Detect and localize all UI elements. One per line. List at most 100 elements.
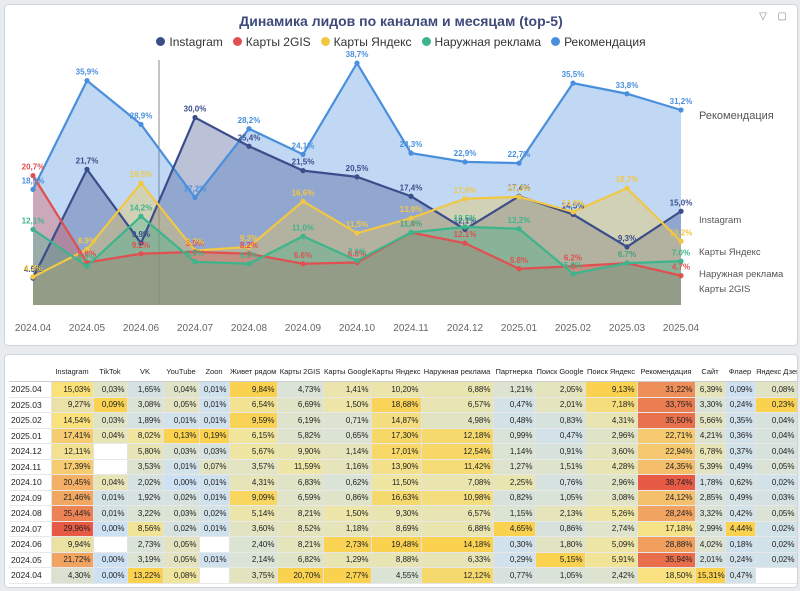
table-row[interactable]: 2025.03 9,27% 0,09% 3,08% 0,05% 0,01% 6,54% 6,6… xyxy=(9,397,797,413)
x-tick-label: 2024.06 xyxy=(123,323,160,334)
data-point xyxy=(138,213,144,219)
data-point xyxy=(300,233,306,239)
table-row[interactable]: 2025.02 14,54% 0,03% 1,89% 0,01% 0,01% 9,59% 6,… xyxy=(9,412,797,429)
legend-item[interactable]: Карты 2GIS xyxy=(232,35,311,49)
table-cell: 14,87% xyxy=(371,412,422,429)
table-row[interactable]: 2024.10 20,45% 0,04% 2,02% 0,00% 0,01% 4,31% 6,… xyxy=(9,474,797,491)
column-header[interactable]: Карты 2GIS xyxy=(277,361,323,382)
table-cell: 0,03% xyxy=(755,490,797,506)
legend-label: Рекомендация xyxy=(564,35,646,49)
table-cell: 11,50% xyxy=(371,474,422,491)
table-cell: 5,67% xyxy=(229,443,278,460)
table-cell: 0,02% xyxy=(755,536,797,553)
table-cell: 5,15% xyxy=(535,552,586,568)
data-label: 6.8% xyxy=(78,250,96,259)
table-cell: 0,19% xyxy=(199,428,230,444)
column-header[interactable]: Флаер xyxy=(725,361,755,382)
table-cell: 0,62% xyxy=(323,474,372,491)
table-row[interactable]: 2025.01 17,41% 0,04% 8,02% 0,13% 0,19% 6,15% 5,… xyxy=(9,428,797,444)
table-cell: 5,14% xyxy=(229,505,278,522)
data-label: 4.5% xyxy=(24,265,42,274)
table-row[interactable]: 2024.07 29,96% 0,00% 8,56% 0,02% 0,01% 3,60% 8,… xyxy=(9,521,797,537)
data-point xyxy=(354,258,360,264)
table-row[interactable]: 2024.08 25,44% 0,01% 3,22% 0,03% 0,02% 5,14% 8,… xyxy=(9,505,797,522)
table-cell: 2,96% xyxy=(585,428,638,444)
table-cell: 0,48% xyxy=(493,412,536,429)
table-row[interactable]: 2024.06 9,94% 2,73% 0,05% 2,40% 8,21% 2,73% 19,… xyxy=(9,536,797,553)
column-header[interactable]: Живет рядом xyxy=(229,361,277,382)
data-point xyxy=(354,230,360,236)
column-header[interactable]: Рекомендация xyxy=(637,361,695,382)
table-cell: 29,96% xyxy=(51,521,94,537)
table-row[interactable]: 2025.04 15,03% 0,03% 1,65% 0,04% 0,01% 9,84% 4,… xyxy=(9,381,797,398)
column-header[interactable]: Instagram xyxy=(51,361,93,382)
table-cell xyxy=(93,536,128,553)
legend-item[interactable]: Наружная реклама xyxy=(421,35,542,49)
table-cell: 5,26% xyxy=(585,505,638,522)
row-date-cell: 2024.04 xyxy=(9,567,52,584)
table-row[interactable]: 2024.04 4,30% 0,00% 13,22% 0,08% 3,75% 20,70% 2… xyxy=(9,567,797,584)
table-cell: 2,14% xyxy=(229,552,278,568)
data-point xyxy=(30,274,36,280)
table-cell: 0,00% xyxy=(93,521,128,537)
data-label: 9,3% xyxy=(618,234,636,243)
table-cell: 3,60% xyxy=(585,443,638,460)
table-cell: 0,13% xyxy=(163,428,200,444)
column-header[interactable]: Поиск Google xyxy=(535,361,585,382)
data-label: 9.9% xyxy=(132,230,150,239)
legend-label: Наружная реклама xyxy=(434,35,542,49)
data-point xyxy=(624,185,630,191)
row-date-cell: 2025.04 xyxy=(9,381,52,398)
data-point xyxy=(300,261,306,267)
column-header[interactable]: Карты Google xyxy=(323,361,371,382)
table-row[interactable]: 2024.05 21,72% 0,00% 3,19% 0,05% 0,01% 2,14% 6,… xyxy=(9,552,797,568)
filter-icon[interactable]: ▽ xyxy=(759,11,767,22)
table-cell: 15,03% xyxy=(51,381,94,398)
column-header[interactable]: YouTube xyxy=(163,361,199,382)
legend-item[interactable]: Instagram xyxy=(156,35,223,49)
table-cell: 0,49% xyxy=(725,459,756,475)
table-cell: 14,18% xyxy=(421,536,494,553)
column-header[interactable]: Zoon xyxy=(199,361,229,382)
table-cell: 17,39% xyxy=(51,459,94,475)
table-cell: 8,21% xyxy=(277,536,324,553)
column-header[interactable]: Яндекс Дзен xyxy=(755,361,797,382)
table-cell: 0,65% xyxy=(323,428,372,444)
table-cell: 5,82% xyxy=(277,428,324,444)
table-cell: 4,30% xyxy=(51,567,94,584)
column-header[interactable] xyxy=(9,361,51,382)
table-cell xyxy=(93,459,128,475)
data-point xyxy=(354,174,360,180)
column-header[interactable]: Партнерка xyxy=(493,361,535,382)
table-row[interactable]: 2024.11 17,39% 3,53% 0,01% 0,07% 3,57% 11,59% 1… xyxy=(9,459,797,475)
legend-marker xyxy=(421,37,431,47)
table-cell: 0,35% xyxy=(725,412,756,429)
table-cell: 12,18% xyxy=(421,428,494,444)
table-row[interactable]: 2024.09 21,46% 0,01% 1,92% 0,02% 0,01% 9,09% 6,… xyxy=(9,490,797,506)
table-cell: 4,31% xyxy=(229,474,278,491)
data-point xyxy=(462,224,468,230)
data-point xyxy=(624,91,630,97)
expand-icon[interactable]: ▢ xyxy=(777,11,787,22)
table-cell: 0,47% xyxy=(725,567,756,584)
table-header-row: Instagram TikTok VK YouTube Zoon Живет рядом К… xyxy=(9,361,797,382)
table-row[interactable]: 2024.12 12,11% 5,80% 0,03% 0,03% 5,67% 9,90% 1,… xyxy=(9,443,797,460)
column-header[interactable]: Карты Яндекс xyxy=(371,361,421,382)
column-header[interactable]: Сайт xyxy=(695,361,725,382)
data-point xyxy=(516,266,522,272)
x-tick-label: 2024.07 xyxy=(177,323,214,334)
legend-item[interactable]: Карты Яндекс xyxy=(320,35,412,49)
data-label: 17,0% xyxy=(454,186,477,195)
column-header[interactable]: VK xyxy=(127,361,163,382)
column-header[interactable]: TikTok xyxy=(93,361,127,382)
legend-item[interactable]: Рекомендация xyxy=(551,35,646,49)
column-header[interactable]: Наружная реклама xyxy=(421,361,493,382)
table-cell: 1,21% xyxy=(493,381,536,398)
column-header[interactable]: Поиск Яндекс xyxy=(585,361,637,382)
table-cell: 0,86% xyxy=(535,521,586,537)
data-point xyxy=(516,226,522,232)
table-cell: 9,09% xyxy=(229,490,278,506)
row-date-cell: 2024.10 xyxy=(9,474,52,491)
table-cell: 0,04% xyxy=(755,443,797,460)
table-cell: 1,05% xyxy=(535,490,586,506)
